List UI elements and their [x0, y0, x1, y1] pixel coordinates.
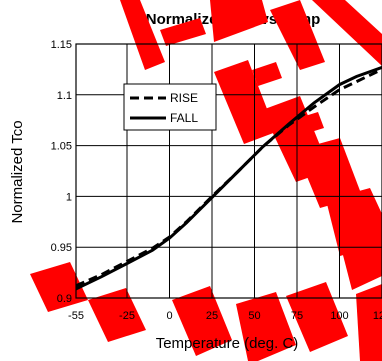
y-axis-label: Normalized Tco	[9, 120, 26, 223]
legend-label-fall: FALL	[170, 111, 198, 125]
watermark-stroke	[270, 0, 325, 70]
watermark-stroke	[214, 60, 276, 144]
watermark-stroke	[286, 282, 348, 352]
watermark-stroke	[236, 292, 296, 361]
x-tick-label: 75	[291, 310, 303, 322]
watermark-stroke	[312, 0, 382, 66]
watermark-stroke	[252, 62, 282, 86]
watermark-stroke	[88, 288, 146, 342]
y-tick-label: 1.1	[57, 90, 72, 102]
y-tick-label: 1.15	[51, 39, 72, 51]
watermark-stroke	[296, 138, 362, 208]
plot-border	[75, 43, 382, 299]
x-tick-label: -25	[119, 310, 135, 322]
y-tick-label: 0.95	[51, 242, 72, 254]
x-tick-label: 50	[248, 310, 260, 322]
plot-area: 0.9 0.95 1 1.05 1.1 1.15 -55 -25 0 25 50 75 100 125 RI…	[51, 39, 382, 322]
y-tick-label: 1.05	[51, 141, 72, 153]
x-tick-label: 125	[373, 310, 382, 322]
x-axis-label: Temperature (deg. C)	[156, 335, 299, 352]
watermark-stroke	[120, 0, 165, 70]
watermark-stroke	[160, 18, 206, 46]
watermark-stroke	[210, 0, 268, 42]
legend-box	[123, 83, 217, 131]
x-tick-label: 100	[330, 310, 348, 322]
watermark	[30, 0, 382, 361]
legend-label-rise: RISE	[170, 91, 198, 105]
watermark-stroke	[30, 262, 88, 312]
watermark-stroke	[336, 212, 382, 290]
y-tick-label: 0.9	[57, 293, 72, 305]
x-tick-label: -55	[68, 310, 84, 322]
watermark-stroke	[172, 286, 232, 356]
x-tick-label: 0	[166, 310, 172, 322]
series-line-fall	[76, 65, 382, 291]
y-tick-label: 1	[66, 191, 72, 203]
x-tick-label: 25	[206, 310, 218, 322]
watermark-stroke	[356, 284, 382, 361]
